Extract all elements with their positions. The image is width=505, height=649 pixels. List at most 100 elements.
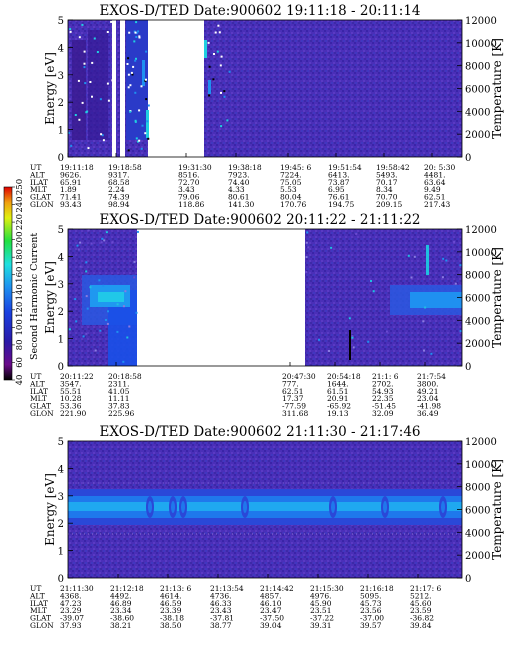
speckle-dot — [100, 241, 103, 244]
speckle-dot — [142, 64, 145, 67]
speckle-dot — [134, 119, 137, 122]
speckle-dot — [79, 265, 82, 268]
y2-tick-label: 0 — [465, 153, 471, 164]
ephemeris-cell: 70.17 — [376, 178, 398, 187]
speckle-dot — [78, 36, 81, 39]
speckle-dot — [100, 133, 103, 136]
y2-tick-label: 0 — [465, 362, 471, 373]
panel-1-dark-patch — [88, 30, 108, 140]
speckle-dot — [213, 53, 215, 55]
colorbar-gradient — [3, 186, 13, 381]
ephemeris-cell: 46.10 — [260, 599, 282, 608]
speckle-dot — [122, 360, 125, 363]
ephemeris-cell: 19:38:18 — [228, 163, 262, 172]
y-tick-label: 4 — [58, 43, 64, 54]
ephemeris-cell: 2702. — [372, 379, 393, 388]
ephemeris-row-label: UT — [30, 584, 41, 593]
colorbar-tick-label: 100 — [15, 319, 25, 335]
ephemeris-cell: 21:16:18 — [360, 584, 394, 593]
colorbar-tick-label: 140 — [15, 284, 25, 300]
y2-tick-label: 12000 — [465, 16, 497, 27]
speckle-dot — [111, 79, 114, 82]
speckle-dot — [441, 276, 444, 279]
y-tick-label: 1 — [58, 126, 64, 137]
speckle-dot — [138, 35, 141, 38]
ephemeris-cell: 19.13 — [327, 409, 349, 418]
y2-axis-label: Temperature [K] — [490, 247, 504, 348]
speckle-dot — [352, 346, 355, 349]
ephemeris-row-label: ALT — [29, 591, 45, 600]
speckle-dot — [216, 50, 219, 53]
ephemeris-cell: 54.93 — [372, 387, 394, 396]
speckle-dot — [328, 350, 330, 352]
ephemeris-cell: 4492. — [110, 591, 131, 600]
speckle-dot — [133, 40, 136, 43]
y2-tick-label: 0 — [465, 574, 471, 585]
speckle-dot — [147, 137, 150, 140]
panel-1-title: EXOS-D/TED Date:900602 19:11:18 - 20:11:… — [99, 3, 420, 19]
speckle-dot — [208, 94, 211, 97]
y2-tick-label: 12000 — [465, 437, 497, 448]
colorbar-tick-label: 120 — [15, 302, 25, 318]
ephemeris-row-label: MLT — [30, 394, 47, 403]
ephemeris-cell: 5212. — [410, 591, 431, 600]
ephemeris-cell: 3547. — [60, 379, 81, 388]
speckle-dot — [135, 57, 137, 60]
ephemeris-row-label: ALT — [29, 379, 45, 388]
speckle-dot — [442, 257, 445, 260]
spectrogram-panel-2: EXOS-D/TED Date:900602 20:11:22 - 21:11:… — [29, 212, 504, 418]
ephemeris-cell: 45.60 — [410, 599, 432, 608]
speckle-dot — [89, 81, 92, 83]
ephemeris-cell: 9626. — [60, 170, 81, 179]
ephemeris-cell: 19:58:42 — [376, 163, 410, 172]
ephemeris-cell: 46.33 — [210, 599, 232, 608]
ephemeris-cell: 777. — [282, 379, 299, 388]
ephemeris-cell: 70.70 — [376, 193, 398, 202]
panel-3-title: EXOS-D/TED Date:900602 21:11:30 - 21:17:… — [99, 424, 420, 440]
panel-1-cyan-patch — [208, 80, 211, 94]
speckle-dot — [134, 91, 137, 94]
y-axis-label: Energy [eV] — [43, 261, 57, 334]
speckle-dot — [107, 310, 109, 313]
speckle-dot — [126, 63, 129, 65]
speckle-dot — [135, 36, 138, 38]
speckle-dot — [453, 240, 456, 243]
panel-2-bright-streak — [426, 245, 429, 275]
speckle-dot — [79, 241, 82, 244]
panel-3-ephemeris-table: UT 21:11:30 21:12:18 21:13: 6 21:13:54 21:14:… — [29, 584, 442, 630]
ephemeris-cell: 23.56 — [360, 606, 382, 615]
speckle-dot — [138, 36, 141, 39]
ephemeris-cell: 10.28 — [60, 394, 82, 403]
ephemeris-cell: 39.57 — [360, 621, 382, 630]
speckle-dot — [116, 330, 119, 333]
panel-1-axes: 0 1 2 3 4 5 0 2000 4000 6000 8000 10000 12000 Energy … — [43, 16, 504, 164]
ephemeris-cell: 17.37 — [282, 394, 304, 403]
speckle-dot — [106, 31, 109, 33]
panel-3-axes: 0 1 2 3 4 5 0 2000 4000 6000 8000 10000 12000 Energy … — [43, 437, 504, 585]
y-tick-label: 0 — [58, 153, 64, 164]
speckle-dot — [413, 255, 416, 258]
speckle-dot — [305, 241, 308, 244]
y-tick-label: 5 — [58, 437, 64, 448]
speckle-dot — [93, 37, 96, 40]
speckle-dot — [136, 230, 139, 233]
speckle-dot — [105, 231, 108, 234]
panel-2-cyan-band — [98, 292, 124, 302]
speckle-dot — [318, 338, 320, 341]
ephemeris-cell: 62.51 — [282, 387, 303, 396]
speckle-dot — [212, 78, 215, 81]
y2-tick-label: 8000 — [465, 62, 490, 73]
speckle-dot — [85, 332, 88, 335]
speckle-dot — [106, 322, 109, 325]
y2-tick-label: 10000 — [465, 39, 497, 50]
ephemeris-cell: 194.75 — [328, 200, 354, 209]
colorbar-tick-label: 250 — [15, 179, 25, 195]
speckle-dot — [145, 78, 147, 81]
band-notch-core — [243, 501, 247, 513]
panel-1-speckle — [68, 20, 231, 152]
y-tick-label: 5 — [58, 16, 64, 27]
colorbar-tick-label: 160 — [15, 267, 25, 283]
speckle-dot — [127, 149, 130, 152]
ephemeris-cell: -37.50 — [260, 614, 284, 623]
